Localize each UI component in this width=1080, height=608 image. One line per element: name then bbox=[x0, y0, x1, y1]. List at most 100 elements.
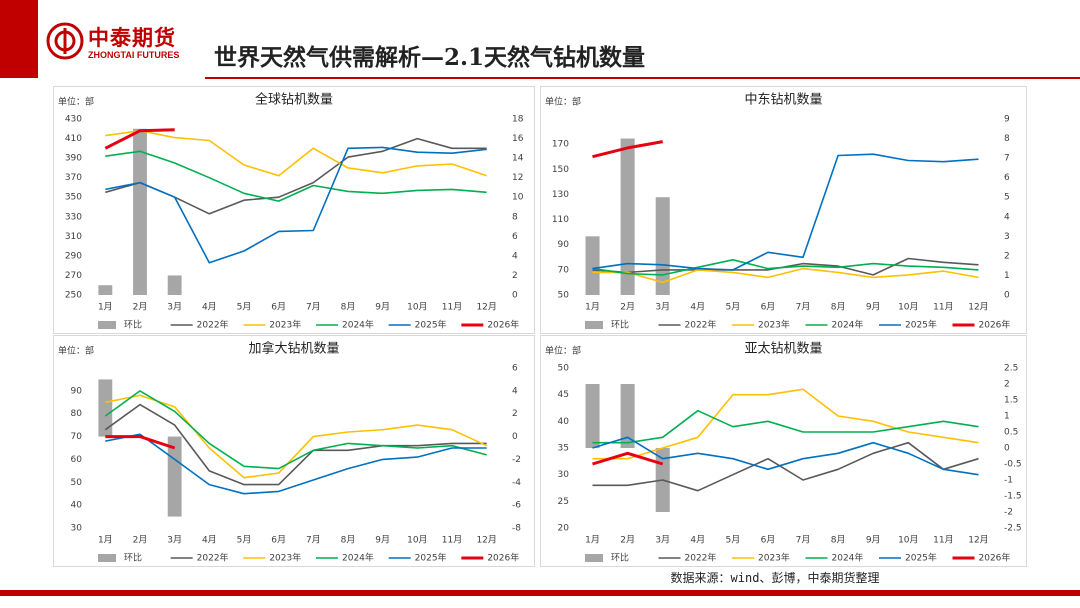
x-tick-label: 9月 bbox=[866, 302, 881, 313]
y2-tick-label: -8 bbox=[512, 524, 521, 534]
y2-tick-label: -2 bbox=[1004, 508, 1013, 518]
x-tick-label: 11月 bbox=[442, 302, 462, 313]
y2-tick-label: -4 bbox=[512, 478, 521, 488]
x-tick-label: 7月 bbox=[796, 302, 811, 313]
y-tick-label: 70 bbox=[558, 265, 570, 275]
x-tick-label: 9月 bbox=[375, 535, 390, 546]
chart-panel: 加拿大钻机数量 单位：部 30 40 50 60 70 80 90 -8 -6 -4 -2 0 2 4 6 1月 2… bbox=[53, 335, 535, 567]
y2-tick-label: 0 bbox=[512, 432, 518, 442]
x-tick-label: 3月 bbox=[655, 535, 670, 546]
line-series bbox=[104, 403, 487, 486]
y-tick-label: 90 bbox=[558, 240, 570, 250]
y-tick-label: 25 bbox=[558, 497, 569, 507]
y-tick-label: 45 bbox=[558, 390, 569, 400]
y2-tick-label: 0.5 bbox=[1004, 428, 1018, 438]
legend-label: 2023年 bbox=[269, 552, 301, 564]
y2-tick-label: 6 bbox=[1004, 173, 1010, 183]
y-tick-label: 170 bbox=[552, 140, 569, 150]
y2-tick-label: 2 bbox=[512, 271, 518, 281]
y2-tick-label: 6 bbox=[512, 232, 518, 242]
x-tick-label: 10月 bbox=[407, 535, 427, 546]
chart-title: 中东钻机数量 bbox=[744, 93, 822, 108]
logo-subtext: ZHONGTAI FUTURES bbox=[88, 50, 180, 60]
bar bbox=[620, 384, 635, 448]
bar bbox=[133, 128, 147, 295]
chart-title: 全球钻机数量 bbox=[255, 92, 333, 108]
legend-label: 2023年 bbox=[758, 319, 790, 331]
y-tick-label: 30 bbox=[558, 470, 570, 480]
x-tick-label: 1月 bbox=[585, 302, 600, 313]
y2-tick-label: -1 bbox=[1004, 476, 1013, 486]
x-tick-label: 4月 bbox=[202, 535, 217, 546]
line-series bbox=[592, 441, 979, 492]
bar bbox=[585, 384, 600, 448]
y2-tick-label: 1 bbox=[1004, 271, 1010, 281]
header-bar bbox=[0, 0, 38, 78]
x-tick-label: 5月 bbox=[237, 535, 252, 546]
y2-tick-label: 9 bbox=[1004, 115, 1010, 125]
x-tick-label: 12月 bbox=[476, 302, 496, 313]
y2-tick-label: -2 bbox=[512, 455, 521, 465]
y-tick-label: 20 bbox=[558, 524, 570, 534]
x-tick-label: 9月 bbox=[375, 302, 390, 313]
x-tick-label: 7月 bbox=[306, 535, 321, 546]
bar bbox=[167, 275, 182, 295]
legend-label: 2023年 bbox=[758, 552, 790, 564]
legend-swatch bbox=[585, 554, 603, 562]
legend-label: 2022年 bbox=[685, 552, 717, 564]
chart-title: 亚太钻机数量 bbox=[744, 342, 822, 357]
y-tick-label: 410 bbox=[65, 134, 82, 144]
y-tick-label: 70 bbox=[71, 432, 83, 442]
x-tick-label: 5月 bbox=[726, 535, 741, 546]
y-tick-label: 150 bbox=[552, 165, 569, 175]
line-series bbox=[592, 451, 664, 466]
y-tick-label: 50 bbox=[71, 478, 83, 488]
x-tick-label: 2月 bbox=[620, 302, 635, 313]
y2-tick-label: 8 bbox=[512, 212, 518, 222]
y2-tick-label: 3 bbox=[1004, 232, 1010, 242]
y-tick-label: 80 bbox=[71, 409, 83, 419]
chart-panel: 中东钻机数量 单位：部 50 70 90 110 130 150 170 0 1 2 3 4 5 6 7 8 9 1月… bbox=[540, 86, 1027, 334]
x-tick-label: 2月 bbox=[133, 302, 148, 313]
y2-tick-label: 1 bbox=[1004, 412, 1010, 422]
line-series bbox=[105, 150, 487, 202]
y-tick-label: 40 bbox=[71, 501, 83, 511]
line-series bbox=[105, 137, 487, 215]
legend-label: 2024年 bbox=[832, 552, 864, 564]
legend-label: 2025年 bbox=[415, 319, 447, 331]
y-tick-label: 330 bbox=[65, 212, 82, 222]
y2-tick-label: 4 bbox=[512, 251, 518, 261]
logo-text: 中泰期货 bbox=[88, 26, 176, 50]
x-tick-label: 12月 bbox=[476, 535, 496, 546]
legend-label: 2026年 bbox=[487, 552, 519, 564]
x-tick-label: 8月 bbox=[341, 302, 356, 313]
y2-tick-label: 2 bbox=[1004, 251, 1010, 261]
legend-swatch bbox=[98, 321, 116, 329]
x-tick-label: 2月 bbox=[620, 535, 635, 546]
legend-swatch bbox=[585, 321, 603, 329]
legend-label: 2022年 bbox=[685, 319, 717, 331]
x-tick-label: 2月 bbox=[133, 535, 148, 546]
y2-tick-label: -2.5 bbox=[1004, 524, 1022, 534]
line-series bbox=[104, 128, 175, 150]
y-tick-label: 270 bbox=[65, 271, 82, 281]
y-tick-label: 130 bbox=[552, 190, 569, 200]
legend-label: 2025年 bbox=[905, 552, 937, 564]
x-tick-label: 6月 bbox=[271, 535, 286, 546]
y-tick-label: 60 bbox=[71, 455, 83, 465]
x-tick-label: 11月 bbox=[933, 302, 953, 313]
x-tick-label: 6月 bbox=[761, 535, 776, 546]
line-series bbox=[592, 267, 979, 284]
x-tick-label: 5月 bbox=[237, 302, 252, 313]
y-tick-label: 250 bbox=[65, 291, 82, 301]
y-tick-label: 50 bbox=[558, 364, 570, 374]
y-tick-label: 30 bbox=[71, 524, 83, 534]
x-tick-label: 8月 bbox=[831, 302, 846, 313]
bar bbox=[98, 285, 113, 295]
line-series bbox=[105, 129, 487, 177]
x-tick-label: 8月 bbox=[831, 535, 846, 546]
x-tick-label: 11月 bbox=[442, 535, 462, 546]
x-tick-label: 10月 bbox=[898, 302, 918, 313]
y-tick-label: 390 bbox=[65, 154, 82, 164]
